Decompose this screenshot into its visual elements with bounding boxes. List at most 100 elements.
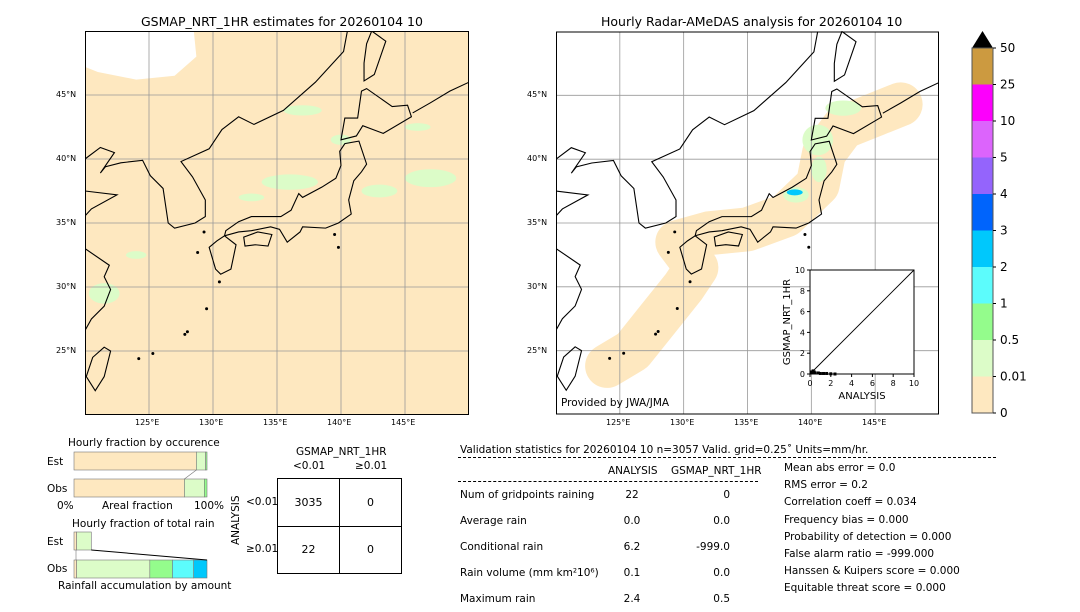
stats-analysis-value: 0.0 — [623, 515, 641, 527]
occurrence-xtick-100: 100% — [194, 500, 225, 512]
occurrence-xtick-0: 0% — [57, 500, 74, 512]
bar-segment — [205, 451, 208, 471]
stats-analysis-value: 6.2 — [623, 541, 641, 553]
rain-obs-label: Obs — [47, 563, 68, 575]
colorbar-label: 0 — [1000, 406, 1008, 420]
island — [688, 280, 692, 284]
light-rain-patch — [405, 169, 457, 188]
y-tick-label: 8 — [800, 287, 805, 296]
x-tick-label: 6 — [870, 379, 875, 388]
moderate-rain-patch — [786, 189, 803, 196]
contingency-table: 3035 0 22 0 — [277, 478, 402, 574]
stats-row-label: Conditional rain — [460, 541, 544, 553]
colorbar-label: 3 — [1000, 224, 1008, 238]
lon-tick-label: 140°E — [327, 418, 352, 427]
coastline — [882, 82, 939, 114]
coastline — [556, 190, 590, 217]
left-map-title: GSMAP_NRT_1HR estimates for 20260104 10 — [141, 14, 423, 29]
x-tick-label: 8 — [891, 379, 896, 388]
island — [217, 280, 221, 284]
lat-tick-label: 35°N — [56, 218, 77, 227]
x-tick-label: 10 — [909, 379, 919, 388]
lon-tick-label: 130°E — [670, 418, 695, 427]
light-rain-patch — [811, 156, 827, 183]
lon-tick-label: 145°E — [862, 418, 887, 427]
colorbar-extend-arrow — [972, 31, 993, 48]
light-rain-patch — [361, 184, 398, 198]
island — [185, 330, 189, 334]
scatter-point — [818, 371, 822, 375]
colorbar-label: 50 — [1000, 41, 1015, 55]
stats-gsmap-value: -999.0 — [696, 541, 730, 553]
lon-tick-label: 145°E — [391, 418, 416, 427]
scatter-point — [833, 372, 837, 376]
colorbar-label: 4 — [1000, 187, 1008, 201]
score-line: Frequency bias = 0.000 — [784, 513, 909, 526]
lon-tick-label: 135°E — [734, 418, 759, 427]
lon-tick-label: 140°E — [798, 418, 823, 427]
contingency-col-header: GSMAP_NRT_1HR — [296, 446, 387, 458]
bar-segment — [193, 559, 208, 579]
lat-tick-label: 40°N — [527, 154, 548, 163]
contingency-col-0: <0.01 — [293, 460, 326, 472]
light-rain-patch — [283, 105, 322, 116]
right-map — [556, 31, 939, 415]
scatter-ylabel: GSMAP_NRT_1HR — [782, 279, 793, 365]
score-line: Correlation coeff = 0.034 — [784, 496, 917, 509]
score-line: Probability of detection = 0.000 — [784, 530, 952, 543]
island — [622, 351, 626, 355]
y-tick-label: 2 — [800, 349, 805, 358]
bar-segment — [73, 559, 77, 579]
bar-segment — [204, 478, 208, 498]
light-rain-patch — [261, 174, 318, 190]
colorbar-segment — [972, 84, 993, 121]
coastline — [556, 31, 819, 229]
scatter-inset: 0 2 4 6 8 10 0 2 4 6 8 10 ANALYSIS GSMAP_NRT_1HR — [782, 266, 919, 402]
divider — [458, 481, 758, 482]
contingency-row-header: ANALYSIS — [230, 495, 242, 545]
light-rain-patch — [88, 283, 120, 304]
occurrence-obs-label: Obs — [47, 483, 68, 495]
connector-line — [184, 469, 197, 480]
occurrence-title: Hourly fraction by occurence — [68, 437, 220, 449]
bar-segment — [76, 531, 92, 551]
lat-tick-label: 40°N — [56, 154, 77, 163]
island — [654, 332, 658, 336]
colorbar-label: 0.5 — [1000, 333, 1019, 347]
stats-analysis-value: 22 — [625, 489, 639, 501]
map-frame — [85, 31, 469, 415]
scatter-point — [810, 371, 814, 375]
light-rain-patch — [238, 193, 265, 202]
rain-fraction-xlabel: Rainfall accumulation by amount — [58, 580, 232, 592]
light-rain-patch — [825, 100, 862, 116]
score-line: Equitable threat score = 0.000 — [784, 582, 946, 595]
lon-tick-label: 135°E — [263, 418, 288, 427]
stats-gsmap-value: 0.0 — [713, 515, 730, 527]
island — [807, 245, 811, 249]
one-to-one-line — [809, 269, 915, 375]
stats-analysis-value: 2.4 — [623, 593, 641, 605]
rain-fraction-chart — [73, 531, 208, 579]
coastline-hokkaido — [810, 88, 883, 141]
island — [137, 357, 141, 361]
bar-segment — [196, 451, 206, 471]
lon-tick-label: 125°E — [606, 418, 631, 427]
island — [803, 232, 807, 236]
colorbar-label: 5 — [1000, 151, 1008, 165]
bar-segment — [172, 559, 194, 579]
coastline-sakhalin — [833, 31, 857, 83]
stats-analysis-value: 0.1 — [623, 567, 641, 579]
score-line: Mean abs error = 0.0 — [784, 462, 896, 474]
scatter-xlabel: ANALYSIS — [838, 391, 885, 402]
colorbar-segment — [972, 376, 993, 413]
colorbar-segment — [972, 267, 993, 304]
score-line: RMS error = 0.2 — [784, 479, 868, 492]
contingency-col-1: ≥0.01 — [355, 460, 388, 472]
coastline — [85, 31, 348, 229]
bar-segment — [184, 478, 205, 498]
colorbar-segment — [972, 121, 993, 158]
scatter-point — [825, 371, 829, 375]
colorbar-label: 10 — [1000, 114, 1015, 128]
lat-tick-label: 30°N — [56, 282, 77, 291]
